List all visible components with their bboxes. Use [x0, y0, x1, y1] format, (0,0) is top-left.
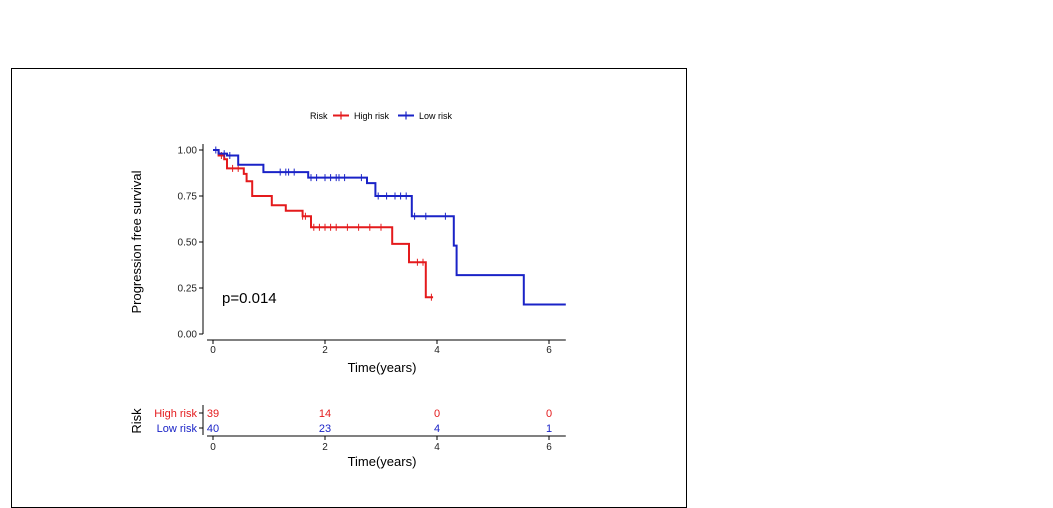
y-axis: 0.00 0.25 0.50 0.75 1.00 — [178, 144, 204, 341]
survival-curves — [213, 146, 566, 306]
p-value-label: p=0.014 — [222, 290, 277, 307]
risk-count-high-risk: 0 — [434, 408, 440, 420]
x-axis: 0 2 4 6 — [207, 339, 566, 356]
legend-high-risk-label: High risk — [354, 111, 390, 121]
y-tick-label: 1.00 — [178, 146, 198, 157]
risk-x-tick-label: 0 — [210, 442, 216, 453]
x-axis-title: Time(years) — [348, 360, 417, 375]
legend-title: Risk — [310, 111, 328, 121]
legend-low-risk-label: Low risk — [419, 111, 453, 121]
y-axis-title: Progression free survival — [129, 170, 144, 313]
km-plot: 0.00 0.25 0.50 0.75 1.00 0 2 4 6 p=0.014 Time(y… — [129, 144, 566, 375]
y-tick-label: 0.50 — [178, 238, 198, 249]
risk-count-low-risk: 23 — [319, 423, 331, 435]
risk-count-low-risk: 4 — [434, 423, 440, 435]
high-risk-curve — [213, 149, 434, 299]
legend: Risk High risk Low risk — [310, 111, 453, 121]
risk-x-axis: 0 2 4 6 — [207, 435, 566, 453]
risk-count-low-risk: 1 — [546, 423, 552, 435]
risk-count-high-risk: 14 — [319, 408, 331, 420]
risk-row-label-low-risk: Low risk — [157, 423, 198, 435]
risk-x-tick-label: 4 — [434, 442, 440, 453]
risk-count-high-risk: 39 — [207, 408, 219, 420]
low-risk-curve — [213, 149, 566, 306]
y-tick-label: 0.25 — [178, 284, 198, 295]
risk-table-title: Risk — [129, 408, 144, 434]
risk-count-high-risk: 0 — [546, 408, 552, 420]
risk-row-label-high-risk: High risk — [154, 408, 197, 420]
risk-x-tick-label: 2 — [322, 442, 328, 453]
risk-x-tick-label: 6 — [546, 442, 552, 453]
x-tick-label: 2 — [322, 345, 328, 356]
risk-count-low-risk: 40 — [207, 423, 219, 435]
y-tick-label: 0.75 — [178, 192, 198, 203]
y-tick-label: 0.00 — [178, 330, 198, 341]
risk-x-axis-title: Time(years) — [348, 454, 417, 469]
x-tick-label: 6 — [546, 345, 552, 356]
survival-figure: Risk High risk Low risk 0.00 0.25 0.50 0.75 1… — [129, 111, 566, 469]
figure-frame — [11, 68, 687, 508]
x-tick-label: 0 — [210, 345, 216, 356]
x-tick-label: 4 — [434, 345, 440, 356]
